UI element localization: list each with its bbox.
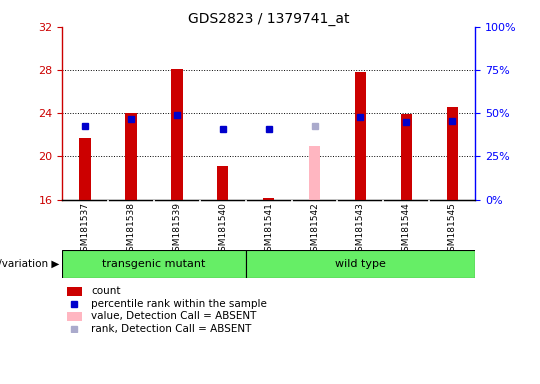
Bar <box>79 138 91 200</box>
Bar <box>447 107 458 200</box>
Text: GSM181544: GSM181544 <box>402 202 411 257</box>
Text: GSM181545: GSM181545 <box>448 202 457 257</box>
Text: GSM181541: GSM181541 <box>264 202 273 257</box>
Text: GSM181540: GSM181540 <box>218 202 227 257</box>
Bar <box>67 312 82 321</box>
Text: GSM181542: GSM181542 <box>310 202 319 257</box>
Text: rank, Detection Call = ABSENT: rank, Detection Call = ABSENT <box>91 324 252 334</box>
Bar <box>355 72 366 200</box>
Bar <box>217 166 228 200</box>
Text: genotype/variation ▶: genotype/variation ▶ <box>0 259 59 269</box>
Bar <box>309 146 320 200</box>
Bar <box>246 250 475 278</box>
Bar <box>263 197 274 200</box>
Text: value, Detection Call = ABSENT: value, Detection Call = ABSENT <box>91 311 256 321</box>
Text: transgenic mutant: transgenic mutant <box>102 259 206 269</box>
Bar <box>67 287 82 296</box>
Bar <box>125 113 137 200</box>
Title: GDS2823 / 1379741_at: GDS2823 / 1379741_at <box>188 12 349 26</box>
Text: wild type: wild type <box>335 259 386 269</box>
Bar <box>171 69 183 200</box>
Text: GSM181537: GSM181537 <box>80 202 90 257</box>
Bar <box>401 114 412 200</box>
Text: count: count <box>91 286 120 296</box>
Bar <box>62 250 246 278</box>
Text: percentile rank within the sample: percentile rank within the sample <box>91 299 267 309</box>
Text: GSM181543: GSM181543 <box>356 202 365 257</box>
Text: GSM181539: GSM181539 <box>172 202 181 257</box>
Text: GSM181538: GSM181538 <box>126 202 136 257</box>
